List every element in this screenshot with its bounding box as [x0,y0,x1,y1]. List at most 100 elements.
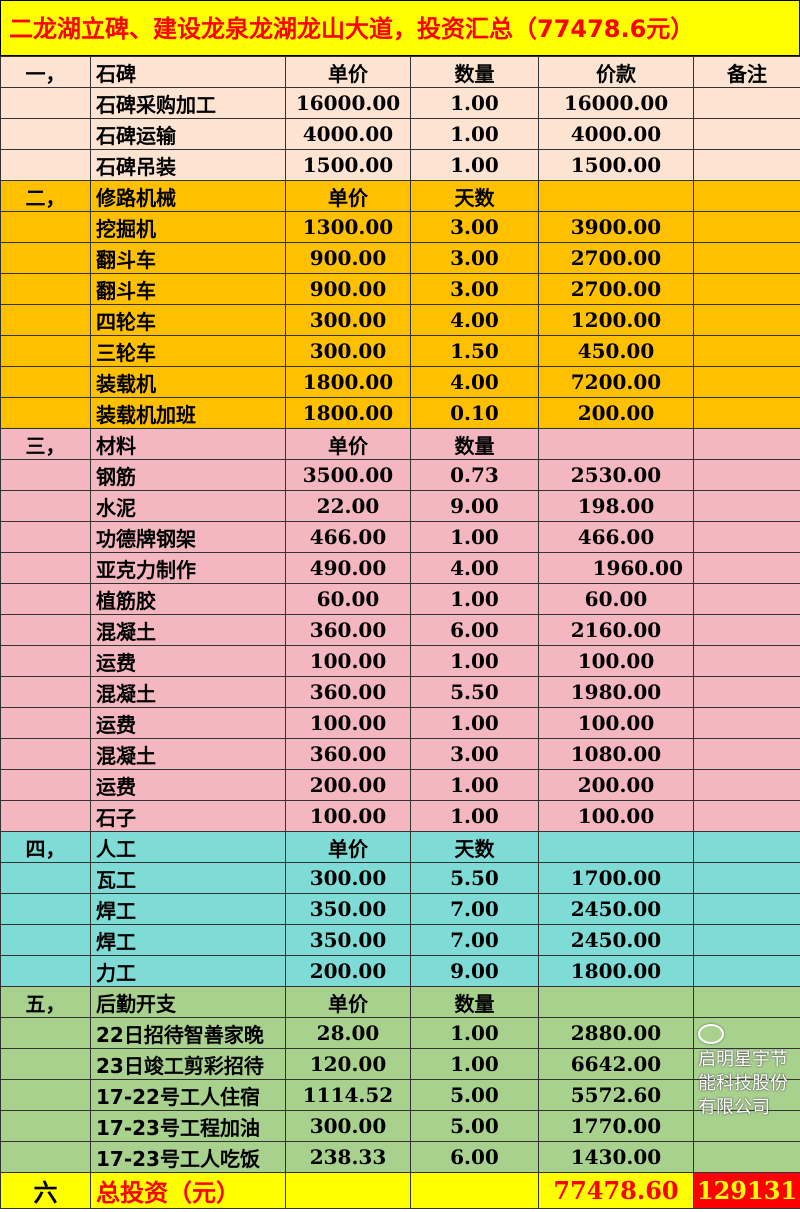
unit-price[interactable]: 120.00 [285,1048,411,1080]
amount[interactable]: 7200.00 [538,366,694,398]
item-name[interactable]: 混凝土 [90,676,286,708]
remark[interactable] [693,397,800,429]
item-name[interactable]: 三轮车 [90,335,286,367]
quantity[interactable]: 6.00 [410,614,539,646]
amount[interactable]: 4000.00 [538,118,694,150]
column-header[interactable] [693,180,800,212]
amount[interactable]: 450.00 [538,335,694,367]
amount[interactable]: 2880.00 [538,1017,694,1049]
item-name[interactable]: 力工 [90,955,286,987]
item-name[interactable]: 22日招待智善家晚 [90,1017,286,1049]
amount[interactable]: 200.00 [538,769,694,801]
column-header[interactable]: 数量 [410,986,539,1018]
remark[interactable] [693,862,800,894]
index-cell[interactable] [0,304,91,336]
item-name[interactable]: 运费 [90,769,286,801]
remark[interactable] [693,893,800,925]
amount[interactable]: 1770.00 [538,1110,694,1142]
amount[interactable]: 198.00 [538,490,694,522]
quantity[interactable]: 4.00 [410,552,539,584]
remark[interactable] [693,273,800,305]
item-name[interactable]: 装载机加班 [90,397,286,429]
section-name[interactable]: 人工 [90,831,286,863]
unit-price[interactable]: 300.00 [285,1110,411,1142]
quantity[interactable]: 9.00 [410,955,539,987]
quantity[interactable]: 1.00 [410,149,539,181]
amount[interactable]: 5572.60 [538,1079,694,1111]
amount[interactable]: 100.00 [538,800,694,832]
quantity[interactable]: 5.00 [410,1079,539,1111]
item-name[interactable]: 17-22号工人住宿 [90,1079,286,1111]
amount[interactable]: 1080.00 [538,738,694,770]
quantity[interactable]: 5.00 [410,1110,539,1142]
amount[interactable]: 100.00 [538,645,694,677]
section-index[interactable]: 五， [0,986,91,1018]
item-name[interactable]: 亚克力制作 [90,552,286,584]
total-amount[interactable]: 77478.60 [538,1172,694,1209]
index-cell[interactable] [0,800,91,832]
remark[interactable] [693,521,800,553]
quantity[interactable]: 3.00 [410,273,539,305]
column-header[interactable] [693,831,800,863]
quantity[interactable]: 1.00 [410,800,539,832]
item-name[interactable]: 石碑吊装 [90,149,286,181]
amount[interactable]: 6642.00 [538,1048,694,1080]
unit-price[interactable]: 360.00 [285,676,411,708]
column-header[interactable]: 天数 [410,831,539,863]
index-cell[interactable] [0,552,91,584]
amount[interactable]: 1500.00 [538,149,694,181]
remark[interactable] [693,304,800,336]
index-cell[interactable] [0,1079,91,1111]
item-name[interactable]: 23日竣工剪彩招待 [90,1048,286,1080]
amount[interactable]: 1800.00 [538,955,694,987]
remark[interactable] [693,366,800,398]
remark[interactable] [693,490,800,522]
amount[interactable]: 16000.00 [538,87,694,119]
remark[interactable] [693,800,800,832]
quantity[interactable]: 1.50 [410,335,539,367]
remark[interactable] [693,924,800,956]
quantity[interactable]: 5.50 [410,862,539,894]
quantity[interactable]: 1.00 [410,87,539,119]
amount[interactable]: 1980.00 [538,676,694,708]
remark[interactable] [693,242,800,274]
index-cell[interactable] [0,583,91,615]
index-cell[interactable] [0,1017,91,1049]
unit-price[interactable]: 350.00 [285,924,411,956]
unit-price[interactable]: 1800.00 [285,366,411,398]
amount[interactable]: 1200.00 [538,304,694,336]
index-cell[interactable] [0,645,91,677]
unit-price[interactable]: 1500.00 [285,149,411,181]
index-cell[interactable] [0,211,91,243]
item-name[interactable]: 石子 [90,800,286,832]
item-name[interactable]: 17-23号工程加油 [90,1110,286,1142]
amount[interactable]: 200.00 [538,397,694,429]
unit-price[interactable]: 238.33 [285,1141,411,1173]
index-cell[interactable] [0,118,91,150]
amount[interactable]: 2700.00 [538,273,694,305]
quantity[interactable]: 4.00 [410,366,539,398]
unit-price[interactable]: 60.00 [285,583,411,615]
column-header[interactable]: 数量 [410,56,539,88]
item-name[interactable]: 翻斗车 [90,273,286,305]
remark[interactable] [693,614,800,646]
unit-price[interactable]: 900.00 [285,273,411,305]
item-name[interactable]: 装载机 [90,366,286,398]
remark[interactable] [693,583,800,615]
item-name[interactable]: 焊工 [90,924,286,956]
section-name[interactable]: 修路机械 [90,180,286,212]
item-name[interactable]: 挖掘机 [90,211,286,243]
quantity[interactable]: 9.00 [410,490,539,522]
amount[interactable]: 466.00 [538,521,694,553]
remark[interactable] [693,87,800,119]
column-header[interactable] [538,831,694,863]
column-header[interactable]: 单价 [285,56,411,88]
item-name[interactable]: 17-23号工人吃饭 [90,1141,286,1173]
index-cell[interactable] [0,397,91,429]
index-cell[interactable] [0,738,91,770]
unit-price[interactable]: 1114.52 [285,1079,411,1111]
total-label[interactable]: 总投资（元） [90,1172,286,1209]
empty-cell[interactable] [285,1172,411,1209]
remark[interactable] [693,552,800,584]
unit-price[interactable]: 200.00 [285,769,411,801]
